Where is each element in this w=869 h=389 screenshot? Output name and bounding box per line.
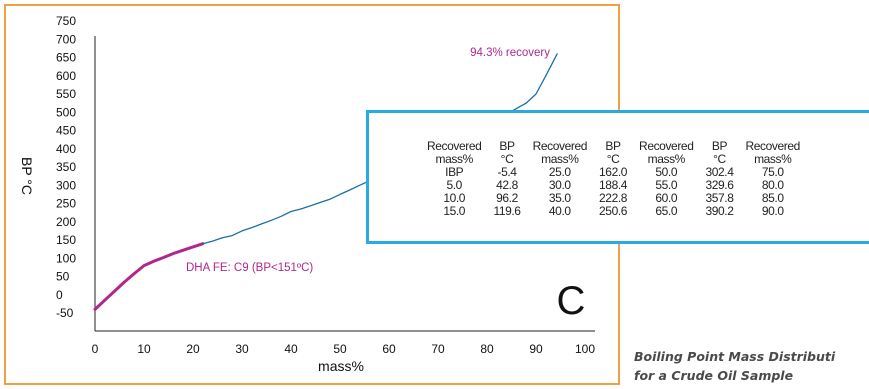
table-row: IBP -5.4 25.0 162.0 50.0 302.4 75.0	[421, 166, 806, 179]
table-cell: 96.2	[496, 191, 518, 205]
table-cell: IBP	[445, 165, 464, 179]
table-cell: 42.8	[496, 178, 518, 192]
table-cell: 55.0	[655, 178, 678, 192]
table-cell: 30.0	[548, 178, 571, 192]
table-cell: 188.4	[599, 178, 628, 192]
table-header-cell: Recovered mass%	[421, 140, 487, 166]
table-header-row: Recovered mass% BP °C Recovered mass% BP °C Reco…	[421, 140, 806, 166]
recovery-annotation: 94.3% recovery	[470, 47, 550, 59]
chart-axes	[94, 36, 595, 332]
y-tick-label: 200	[56, 215, 76, 229]
x-axis-title: mass%	[318, 358, 364, 374]
x-tick-label: 90	[529, 342, 543, 356]
y-axis-title: BP °C	[19, 157, 35, 195]
table-cell: 250.6	[599, 204, 628, 218]
y-tick-label: 700	[56, 32, 76, 46]
table-body: IBP -5.4 25.0 162.0 50.0 302.4 75.0 5.0 42.8 30.0…	[421, 166, 806, 218]
table-cell: 50.0	[655, 165, 678, 179]
table-header-text: Recovered	[639, 139, 694, 153]
table-header-text: °C	[713, 152, 726, 166]
table-cell: 302.4	[705, 165, 734, 179]
y-tick-label: 150	[56, 233, 76, 247]
y-tick-label: -50	[56, 306, 74, 320]
y-tick-label: 750	[56, 14, 76, 28]
y-tick-label: 50	[56, 270, 70, 284]
table-cell: 90.0	[761, 204, 784, 218]
x-tick-label: 10	[137, 342, 151, 356]
figure-caption: Boiling Point Mass Distributi for a Crud…	[634, 347, 869, 385]
table-header-text: °C	[606, 152, 620, 166]
x-tick-label: 80	[480, 342, 494, 356]
y-tick-label: 450	[56, 124, 76, 138]
y-tick-label: 550	[56, 87, 76, 101]
table-header-text: Recovered	[745, 139, 801, 153]
table-header-cell: Recovered mass%	[527, 140, 593, 166]
table-cell: 222.8	[599, 191, 628, 205]
y-tick-label: 250	[56, 197, 76, 211]
y-tick-label: 500	[56, 105, 76, 119]
x-tick-label: 30	[235, 342, 249, 356]
table-cell: 35.0	[548, 191, 571, 205]
y-tick-label: 400	[56, 142, 76, 156]
table-header-text: BP	[605, 139, 621, 153]
y-tick-label: 650	[56, 51, 76, 65]
y-tick-label: 100	[56, 251, 76, 265]
x-tick-label: 40	[284, 342, 298, 356]
table-header-text: Recovered	[532, 139, 588, 153]
table-cell: 390.2	[705, 204, 734, 218]
table-cell: 75.0	[761, 165, 784, 179]
table-header-text: Recovered	[427, 139, 482, 153]
y-tick-label: 300	[56, 178, 76, 192]
table-row: 10.0 96.2 35.0 222.8 60.0 357.8 85.0	[421, 192, 806, 205]
table-cell: 357.8	[705, 191, 734, 205]
table-header-cell: Recovered mass%	[740, 140, 806, 166]
table-header-text: mass%	[647, 152, 686, 166]
y-tick-label: 0	[56, 288, 63, 302]
caption-line-1: Boiling Point Mass Distributi	[634, 349, 836, 364]
caption-line-2: for a Crude Oil Sample	[634, 368, 794, 383]
table-row: 5.0 42.8 30.0 188.4 55.0 329.6 80.0	[421, 179, 806, 192]
table-header-text: BP	[499, 139, 515, 153]
table-header-text: mass%	[435, 152, 474, 166]
table-cell: 10.0	[443, 191, 466, 205]
dha-fe-segment-line	[93, 242, 205, 311]
y-tick-label: 600	[56, 69, 76, 83]
table-cell: 80.0	[761, 178, 784, 192]
table-row: 15.0 119.6 40.0 250.6 65.0 390.2 90.0	[421, 205, 806, 218]
table-header-cell: Recovered mass%	[633, 140, 699, 166]
table-header-cell: BP °C	[699, 140, 739, 166]
table-header-text: BP	[711, 139, 728, 153]
table-cell: 15.0	[443, 204, 466, 218]
table-cell: 119.6	[493, 204, 521, 218]
table-cell: 329.6	[705, 178, 734, 192]
x-tick-label: 70	[431, 342, 445, 356]
table-header-text: mass%	[754, 152, 792, 166]
table-cell: 5.0	[446, 178, 462, 192]
table-cell: 162.0	[599, 165, 628, 179]
table-cell: 25.0	[548, 165, 571, 179]
x-tick-label: 100	[575, 342, 595, 356]
table-cell: 60.0	[655, 191, 678, 205]
chart-labels: 0 10 20 30 40 50 60 70 80 90 100750700650600550500…	[56, 14, 595, 356]
distillation-table: Recovered mass% BP °C Recovered mass% BP °C Reco…	[421, 140, 806, 218]
table-header-cell: BP °C	[487, 140, 526, 166]
distillation-table-box: Recovered mass% BP °C Recovered mass% BP °C Reco…	[366, 110, 869, 244]
table-cell: 65.0	[655, 204, 678, 218]
dha-fe-annotation: DHA FE: C9 (BP<151ºC)	[186, 262, 313, 274]
x-tick-label: 60	[382, 342, 396, 356]
table-cell: 85.0	[761, 191, 784, 205]
panel-letter: C	[557, 279, 586, 323]
table-header-text: mass%	[541, 152, 579, 166]
table-cell: -5.4	[497, 165, 517, 179]
x-tick-label: 0	[92, 342, 99, 356]
table-header-text: °C	[500, 152, 514, 166]
x-tick-label: 50	[333, 342, 347, 356]
y-tick-label: 350	[56, 160, 76, 174]
table-cell: 40.0	[548, 204, 571, 218]
x-tick-label: 20	[186, 342, 200, 356]
table-header-cell: BP °C	[593, 140, 633, 166]
